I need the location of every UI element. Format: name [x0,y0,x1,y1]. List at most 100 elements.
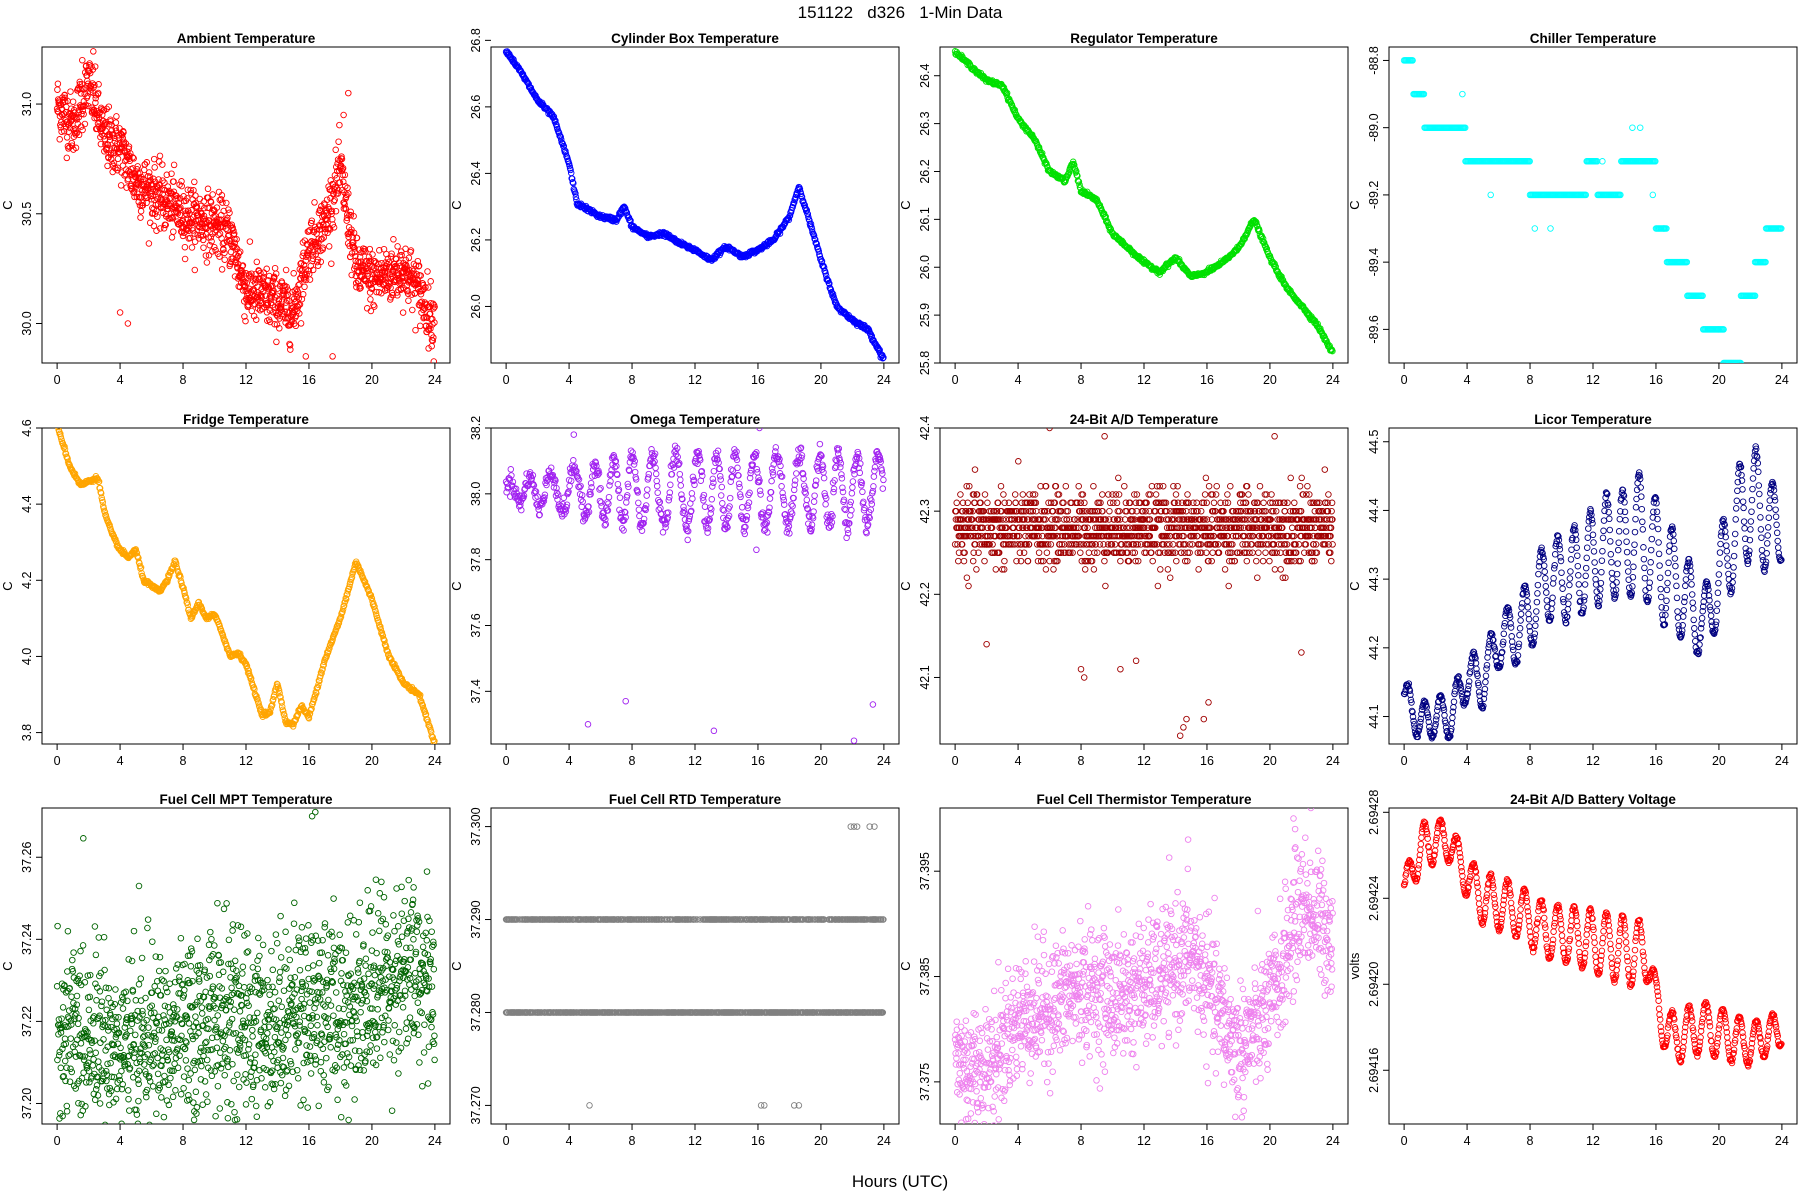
data-point [689,473,697,481]
data-point [283,283,290,291]
data-point [1253,219,1260,226]
data-point [790,199,797,207]
data-point [63,134,71,141]
data-point [595,467,602,475]
data-point [327,208,335,215]
data-point [517,502,524,509]
data-point [629,449,636,456]
data-point [554,491,562,498]
data-point [577,482,584,490]
data-point [752,452,760,460]
data-point [248,307,256,315]
data-point [553,484,560,492]
data-point [726,494,734,502]
data-point [349,234,357,241]
data-point [518,506,525,514]
data-point [371,603,378,610]
data-point [640,519,647,527]
data-point [321,655,329,662]
data-point [364,270,372,277]
data-point [698,467,706,475]
data-point [551,116,558,123]
y-tick-label: 4.4 [20,495,34,512]
x-tick-label: 16 [1200,373,1214,387]
data-point [614,471,621,479]
data-point [345,89,352,97]
x-tick-label: 24 [428,754,442,768]
data-point [324,212,332,219]
data-point [741,530,749,538]
data-point [170,178,177,185]
data-point [53,105,61,113]
data-point [955,557,962,565]
data-point [602,516,609,523]
data-point [271,320,278,328]
y-axis-label: C [1347,200,1362,209]
data-point [999,83,1007,90]
data-point [431,319,438,326]
data-point [640,515,648,523]
data-point [340,111,347,119]
data-point [643,492,650,499]
data-point [1649,191,1657,199]
data-point [160,225,168,232]
data-point [177,573,184,581]
data-point [112,165,119,172]
data-point [137,207,145,215]
data-point [306,276,314,283]
data-point [181,255,189,263]
x-tick-label: 4 [117,373,124,387]
data-point [654,489,661,496]
data-point [855,464,862,472]
data-point [880,476,887,484]
data-point [235,249,243,257]
data-point [77,90,85,97]
x-tick-label: 8 [629,373,636,387]
data-point [155,176,162,183]
data-point [381,273,389,281]
data-point [221,249,228,257]
data-point [747,469,754,477]
data-point [812,477,820,484]
x-tick-label: 12 [239,373,253,387]
data-point [192,192,199,199]
data-point [191,178,198,186]
data-point [54,86,61,93]
data-point [81,102,88,110]
data-point [181,243,189,251]
data-point [318,235,326,243]
data-point [829,290,837,298]
data-point [612,457,620,465]
data-point [268,289,276,296]
data-point [68,142,76,149]
data-point [668,471,676,478]
data-point [124,320,132,327]
data-point [659,529,667,536]
data-point [684,536,691,544]
y-tick-label: -89.2 [1367,181,1381,210]
data-point [81,120,89,128]
y-tick-label: 26.3 [918,111,932,135]
data-point [871,467,878,475]
data-point [61,91,68,99]
panel-title: Chiller Temperature [1530,31,1657,46]
data-point [753,546,760,554]
data-point [225,206,232,213]
data-point [398,251,405,259]
data-point [200,244,207,251]
data-point [306,710,314,717]
data-point [645,470,653,478]
data-point [275,687,283,694]
data-point [563,501,571,508]
data-point [825,279,833,287]
data-point [368,285,376,292]
y-axis-label: C [0,200,15,209]
data-point [332,207,340,215]
data-point [822,495,830,502]
data-point [790,494,797,502]
data-point [808,521,816,529]
y-axis-label: C [449,581,464,590]
data-point [309,251,316,259]
data-point [253,258,261,266]
